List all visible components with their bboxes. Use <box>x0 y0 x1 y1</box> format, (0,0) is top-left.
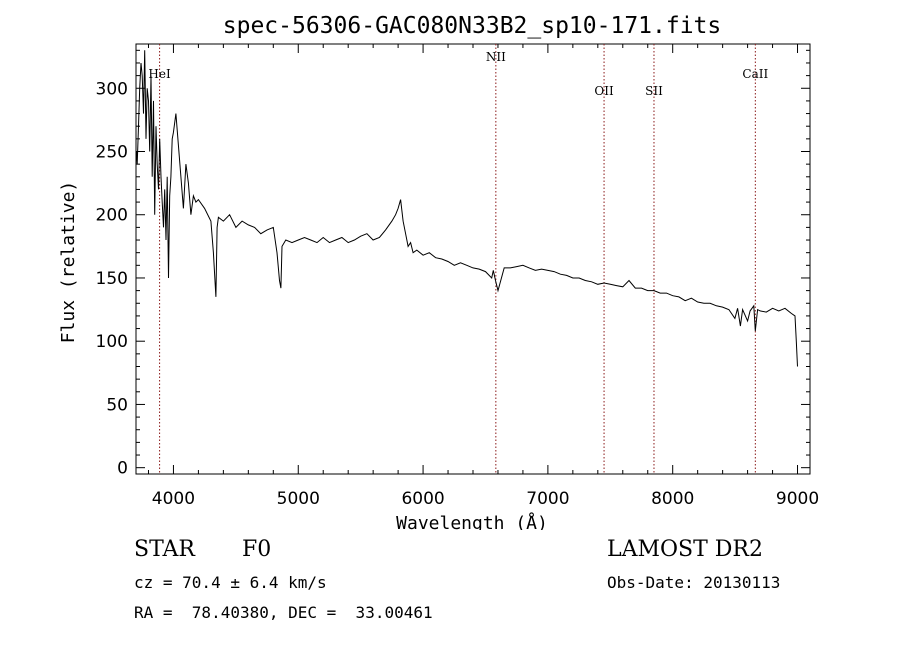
line-label-sii: SII <box>645 84 663 98</box>
x-tick-label: 8000 <box>651 489 694 509</box>
spectrum-chart: spec-56306-GAC080N33B2_sp10-171.fits HeI… <box>58 13 819 530</box>
x-tick-label: 9000 <box>776 489 819 509</box>
x-tick-label: 5000 <box>277 489 320 509</box>
y-tick-label: 100 <box>96 332 128 352</box>
line-label-oii: OII <box>594 84 614 98</box>
obs-date-line: Obs-Date: 20130113 <box>607 573 781 592</box>
line-label-hei: HeI <box>148 67 171 81</box>
x-tick-label: 7000 <box>526 489 569 509</box>
coordinates-line: RA = 78.40380, DEC = 33.00461 <box>134 603 433 622</box>
object-type: STAR <box>134 537 195 562</box>
line-label-caii: CaII <box>742 67 768 81</box>
x-axis-label: Wavelength (Å) <box>396 512 548 530</box>
y-tick-label: 50 <box>106 395 128 415</box>
plot-area: HeI NII OII SII CaII 4000 5000 6000 7000 8000 9000… <box>96 43 819 509</box>
line-label-nii: NII <box>486 50 506 64</box>
y-tick-label: 0 <box>117 459 128 479</box>
x-tick-label: 6000 <box>401 489 444 509</box>
redshift-line: cz = 70.4 ± 6.4 km/s <box>134 573 327 592</box>
y-tick-label: 300 <box>96 79 128 99</box>
subclass: F0 <box>242 537 272 562</box>
spectrum-line <box>136 50 798 367</box>
plot-frame <box>135 43 811 475</box>
x-tick-label: 4000 <box>152 489 195 509</box>
y-axis-label: Flux (relative) <box>58 181 79 344</box>
data-release: LAMOST DR2 <box>607 537 763 562</box>
y-tick-label: 150 <box>96 269 128 289</box>
y-tick-label: 250 <box>96 143 128 163</box>
chart-title: spec-56306-GAC080N33B2_sp10-171.fits <box>223 13 722 39</box>
y-tick-label: 200 <box>96 206 128 226</box>
